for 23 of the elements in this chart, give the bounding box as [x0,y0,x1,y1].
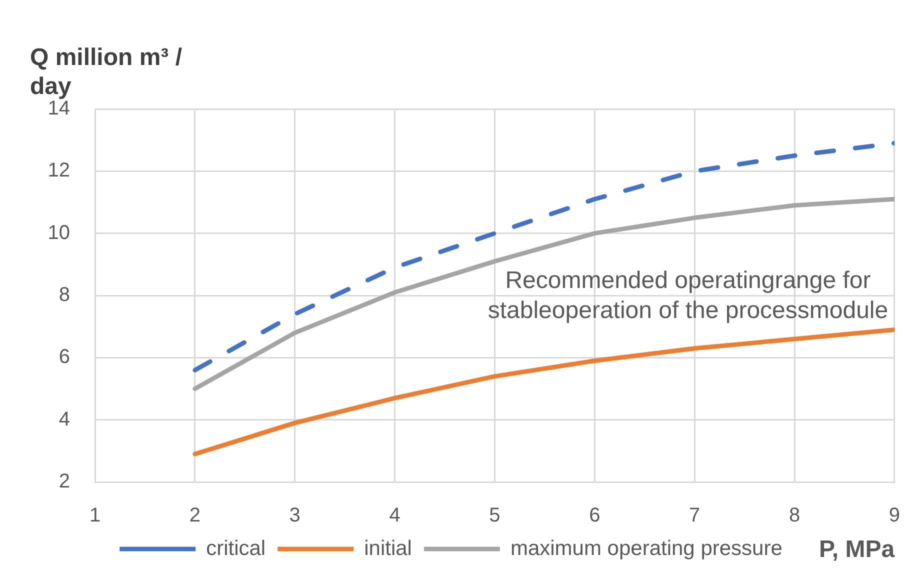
legend-label: critical [206,536,266,560]
y-tick-label: 8 [58,284,70,306]
x-tick-label: 5 [489,504,500,527]
legend-label: maximum operating pressure [510,536,782,560]
x-tick-label: 6 [589,504,600,527]
y-tick-label: 14 [48,98,70,120]
x-tick-label: 3 [289,504,300,527]
y-tick-label: 2 [58,470,70,493]
x-tick-label: 9 [888,504,900,527]
x-tick-label: 2 [189,504,200,527]
y-axis-title: Q million m³ / day [30,43,184,100]
x-axis-title: P, MPa [819,536,895,564]
y-tick-label: 10 [48,222,70,244]
x-tick-label: 1 [89,504,101,527]
x-tick-label: 8 [788,504,800,527]
annotation: Recommended operatingrange for stableoperation of the processmodule [486,266,890,326]
y-tick-label: 4 [58,408,70,430]
y-tick-label: 6 [58,346,70,368]
x-tick-label: 7 [689,504,700,527]
x-tick-label: 4 [389,504,400,527]
y-tick-label: 12 [48,160,70,182]
legend-label: initial [364,536,412,560]
line-series [192,140,894,372]
